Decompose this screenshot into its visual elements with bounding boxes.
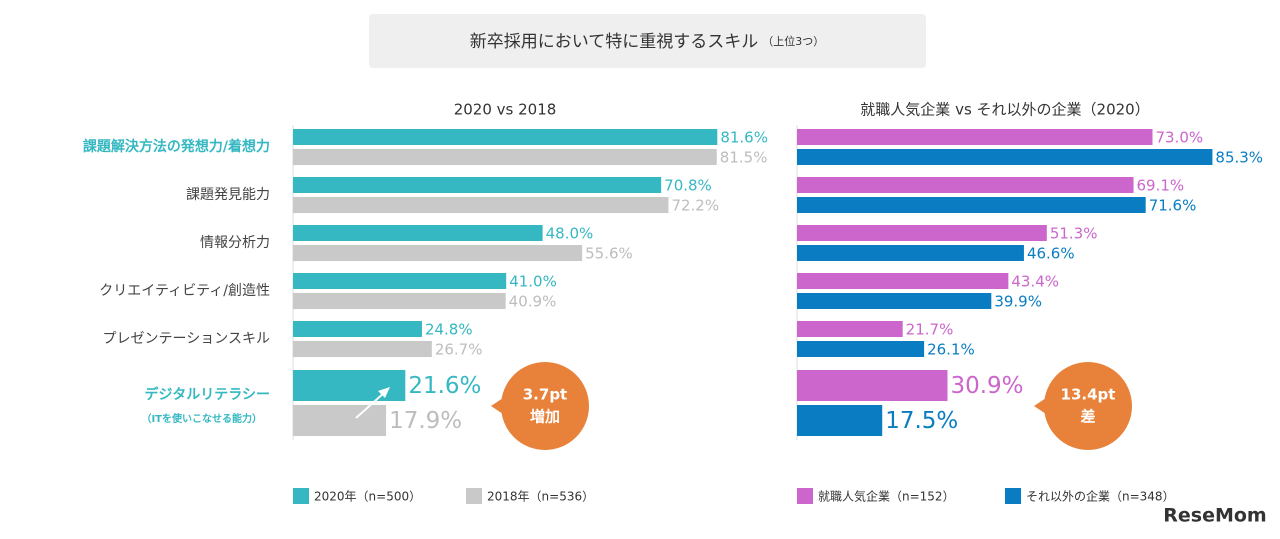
bar [293,293,506,309]
value-label: 43.4% [1011,273,1059,291]
bar [293,245,583,261]
bar [797,245,1024,261]
value-label: 26.1% [927,341,975,359]
panel-title: 2020 vs 2018 [454,101,557,119]
value-label: 73.0% [1156,129,1204,147]
bar [293,405,387,436]
value-label: 51.3% [1050,225,1098,243]
bar [293,197,669,213]
chart-title: 新卒採用において特に重視するスキル （上位3つ） [470,32,825,52]
bar [293,177,662,193]
bar [797,149,1213,165]
annotation-text: 3.7pt [523,386,567,404]
bar [293,273,507,289]
value-label: 40.9% [509,293,557,311]
category-label: デジタルリテラシー [145,386,270,403]
category-label: 課題解決方法の発想力/着想力 [83,138,270,155]
legend-swatch [1005,488,1021,504]
value-label: 41.0% [509,273,557,291]
annotation-bubble [1044,362,1132,450]
annotation-text: 差 [1080,408,1095,426]
category-label: クリエイティビティ/創造性 [99,283,270,299]
category-label: 情報分析力 [200,235,270,251]
bar [293,129,718,145]
arrow-head [378,387,390,398]
annotation-text: 増加 [530,408,560,426]
bar [797,197,1146,213]
bar [797,177,1134,193]
bar [797,370,948,401]
title: 新卒採用において特に重視するスキル [470,32,759,52]
value-label: 26.7% [435,341,483,359]
bar [797,129,1153,145]
category-note: （ITを使いこなせる能力） [141,412,262,425]
bar [797,405,883,436]
watermark: ReseMom [1163,505,1266,527]
value-label: 81.5% [720,149,768,167]
value-label: 81.6% [720,129,768,147]
value-label: 55.6% [585,245,633,263]
value-label: 71.6% [1149,197,1197,215]
legend-label: 2018年（n=536） [487,490,594,504]
subtitle: （上位3つ） [762,34,824,48]
legend-swatch [797,488,813,504]
legend-label: それ以外の企業（n=348） [1026,489,1175,504]
annotation-pointer [1034,398,1046,414]
value-label: 48.0% [546,225,594,243]
bar [797,293,992,309]
bar [293,149,717,165]
value-label: 17.9% [389,408,462,434]
legend-label: 2020年（n=500） [314,490,421,504]
value-label: 17.5% [885,408,958,434]
value-label: 70.8% [664,177,712,195]
bar [293,370,406,401]
value-label: 69.1% [1137,177,1185,195]
value-label: 30.9% [950,373,1023,399]
value-label: 21.6% [408,373,481,399]
value-label: 72.2% [671,197,719,215]
value-label: 46.6% [1027,245,1075,263]
bar [797,225,1047,241]
legend-label: 就職人気企業（n=152） [818,489,955,504]
legend-swatch [466,488,482,504]
category-label: 課題発見能力 [186,187,270,203]
bar [797,341,925,357]
value-label: 21.7% [906,321,954,339]
title-box [369,14,926,68]
legend-swatch [293,488,309,504]
annotation-text: 13.4pt [1061,386,1116,404]
arrow [355,391,386,419]
bar [293,341,432,357]
panel-title: 就職人気企業 vs それ以外の企業（2020） [860,101,1149,119]
value-label: 39.9% [994,293,1042,311]
value-label: 24.8% [425,321,473,339]
value-label: 85.3% [1215,149,1263,167]
bar [293,225,543,241]
bar [797,273,1009,289]
annotation-bubble [501,362,589,450]
bar [797,321,903,337]
category-label: プレゼンテーションスキル [103,331,270,347]
annotation-pointer [491,398,503,414]
bar [293,321,422,337]
